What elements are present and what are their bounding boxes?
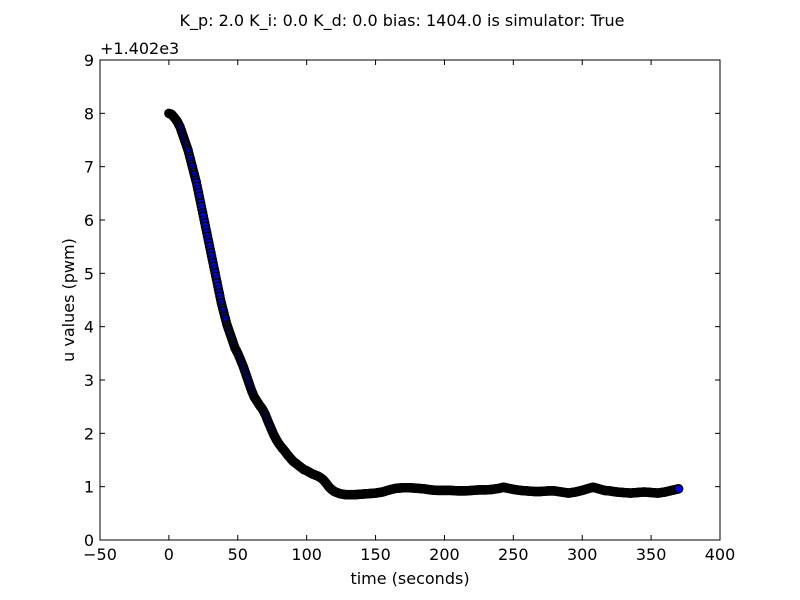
plot-area: [99, 59, 721, 541]
y-axis-label: u values (pwm): [59, 238, 78, 362]
y-axis: 0 1 2 3 4 5 6 7 8 9: [84, 51, 720, 550]
y-tick-label: 2: [84, 424, 94, 443]
y-tick-label: 8: [84, 104, 94, 123]
y-tick-label: 5: [84, 264, 94, 283]
x-tick-label: 150: [360, 545, 391, 564]
y-tick-label: 9: [84, 51, 94, 70]
x-axis: −50 0 50 100 150 200 250 300 350 400: [83, 60, 735, 564]
x-tick-label: −50: [83, 545, 117, 564]
x-tick-label: 100: [291, 545, 322, 564]
data-point: [673, 484, 684, 494]
y-tick-label: 4: [84, 318, 94, 337]
y-offset-label: +1.402e3: [100, 39, 179, 58]
y-tick-label: 7: [84, 158, 94, 177]
axes-frame: [99, 59, 721, 541]
x-tick-label: 300: [567, 545, 598, 564]
x-tick-label: 350: [636, 545, 667, 564]
y-tick-label: 6: [84, 211, 94, 230]
x-tick-label: 0: [164, 545, 174, 564]
y-tick-label: 3: [84, 371, 94, 390]
x-axis-label: time (seconds): [350, 569, 469, 588]
data-series: [164, 108, 684, 500]
x-tick-label: 200: [429, 545, 460, 564]
x-tick-label: 400: [705, 545, 736, 564]
chart-title: K_p: 2.0 K_i: 0.0 K_d: 0.0 bias: 1404.0 …: [180, 11, 625, 31]
x-tick-label: 50: [228, 545, 248, 564]
x-tick-label: 250: [498, 545, 529, 564]
y-tick-label: 1: [84, 478, 94, 497]
y-tick-label: 0: [84, 531, 94, 550]
